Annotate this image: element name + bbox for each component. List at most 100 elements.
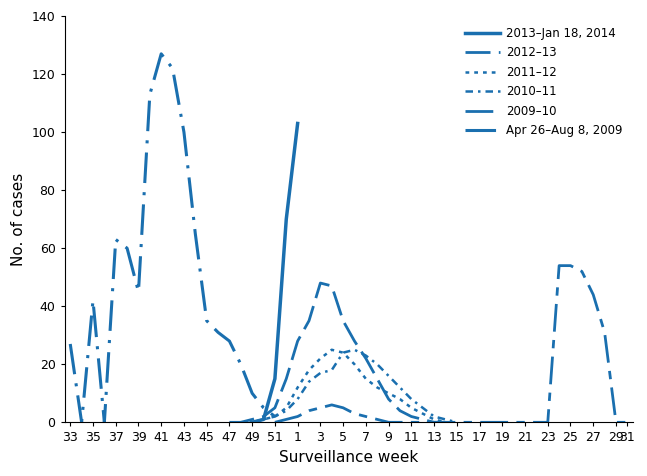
2010–11 bbox=[419, 405, 426, 411]
2009–10 bbox=[305, 408, 313, 414]
2009–10 bbox=[453, 419, 461, 425]
2010–11 bbox=[453, 419, 461, 425]
Apr 26–Aug 8, 2009 bbox=[237, 361, 245, 367]
2012–13 bbox=[226, 419, 234, 425]
2009–10 bbox=[612, 419, 620, 425]
2010–11 bbox=[396, 385, 404, 390]
2009–10 bbox=[294, 414, 302, 419]
Apr 26–Aug 8, 2009 bbox=[259, 405, 267, 411]
2012–13 bbox=[351, 338, 358, 344]
Apr 26–Aug 8, 2009 bbox=[192, 231, 199, 237]
2012–13 bbox=[248, 416, 256, 422]
2009–10 bbox=[373, 416, 381, 422]
2011–12 bbox=[282, 405, 290, 411]
2009–10 bbox=[555, 263, 563, 268]
2012–13 bbox=[259, 414, 267, 419]
Apr 26–Aug 8, 2009 bbox=[89, 298, 97, 303]
Apr 26–Aug 8, 2009 bbox=[123, 245, 131, 251]
2012–13 bbox=[373, 376, 381, 382]
2012–13 bbox=[396, 408, 404, 414]
2012–13 bbox=[430, 419, 438, 425]
2011–12 bbox=[316, 356, 324, 361]
Legend: 2013–Jan 18, 2014, 2012–13, 2011–12, 2010–11, 2009–10, Apr 26–Aug 8, 2009: 2013–Jan 18, 2014, 2012–13, 2011–12, 201… bbox=[460, 22, 627, 142]
2009–10 bbox=[476, 419, 483, 425]
2012–13 bbox=[294, 338, 302, 344]
Line: 2013–Jan 18, 2014: 2013–Jan 18, 2014 bbox=[252, 123, 298, 422]
2012–13 bbox=[339, 318, 347, 324]
2012–13 bbox=[441, 419, 449, 425]
2010–11 bbox=[259, 416, 267, 422]
2009–10 bbox=[589, 292, 597, 298]
Apr 26–Aug 8, 2009 bbox=[214, 329, 222, 335]
2009–10 bbox=[600, 329, 608, 335]
2012–13 bbox=[271, 405, 279, 411]
2010–11 bbox=[373, 361, 381, 367]
2012–13 bbox=[328, 283, 336, 289]
2009–10 bbox=[510, 419, 518, 425]
2009–10 bbox=[362, 414, 369, 419]
2010–11 bbox=[339, 350, 347, 356]
2010–11 bbox=[430, 414, 438, 419]
2009–10 bbox=[521, 419, 529, 425]
2012–13 bbox=[408, 414, 415, 419]
Line: 2012–13: 2012–13 bbox=[230, 283, 445, 422]
2010–11 bbox=[441, 416, 449, 422]
2010–11 bbox=[316, 370, 324, 376]
2012–13 bbox=[419, 416, 426, 422]
Apr 26–Aug 8, 2009 bbox=[248, 390, 256, 396]
2010–11 bbox=[248, 419, 256, 425]
2009–10 bbox=[316, 405, 324, 411]
Apr 26–Aug 8, 2009 bbox=[112, 237, 120, 242]
2012–13 bbox=[237, 419, 245, 425]
2009–10 bbox=[328, 402, 336, 408]
2011–12 bbox=[419, 411, 426, 416]
Y-axis label: No. of cases: No. of cases bbox=[11, 173, 26, 266]
2013–Jan 18, 2014 bbox=[282, 217, 290, 222]
Apr 26–Aug 8, 2009 bbox=[67, 341, 74, 347]
2010–11 bbox=[328, 367, 336, 373]
2010–11 bbox=[282, 408, 290, 414]
2009–10 bbox=[385, 419, 393, 425]
Apr 26–Aug 8, 2009 bbox=[180, 129, 188, 135]
2010–11 bbox=[271, 414, 279, 419]
2009–10 bbox=[419, 419, 426, 425]
2009–10 bbox=[396, 419, 404, 425]
2009–10 bbox=[430, 419, 438, 425]
2009–10 bbox=[578, 268, 586, 274]
2011–12 bbox=[259, 416, 267, 422]
2010–11 bbox=[294, 396, 302, 402]
2009–10 bbox=[567, 263, 575, 268]
Apr 26–Aug 8, 2009 bbox=[100, 419, 108, 425]
Line: Apr 26–Aug 8, 2009: Apr 26–Aug 8, 2009 bbox=[71, 54, 275, 422]
2009–10 bbox=[441, 419, 449, 425]
Apr 26–Aug 8, 2009 bbox=[135, 289, 142, 295]
2009–10 bbox=[487, 419, 495, 425]
2009–10 bbox=[282, 416, 290, 422]
Apr 26–Aug 8, 2009 bbox=[169, 66, 177, 71]
2011–12 bbox=[396, 396, 404, 402]
2013–Jan 18, 2014 bbox=[294, 120, 302, 126]
2011–12 bbox=[430, 416, 438, 422]
2010–11 bbox=[305, 379, 313, 385]
2012–13 bbox=[316, 280, 324, 286]
2011–12 bbox=[362, 376, 369, 382]
2011–12 bbox=[248, 419, 256, 425]
2011–12 bbox=[373, 385, 381, 390]
2009–10 bbox=[271, 419, 279, 425]
2011–12 bbox=[351, 361, 358, 367]
2011–12 bbox=[441, 419, 449, 425]
Apr 26–Aug 8, 2009 bbox=[78, 419, 85, 425]
2012–13 bbox=[305, 318, 313, 324]
Apr 26–Aug 8, 2009 bbox=[146, 91, 154, 97]
2012–13 bbox=[362, 356, 369, 361]
2009–10 bbox=[408, 419, 415, 425]
2011–12 bbox=[294, 385, 302, 390]
2009–10 bbox=[351, 411, 358, 416]
2010–11 bbox=[362, 353, 369, 358]
2013–Jan 18, 2014 bbox=[248, 419, 256, 425]
Apr 26–Aug 8, 2009 bbox=[226, 338, 234, 344]
2011–12 bbox=[237, 419, 245, 425]
Apr 26–Aug 8, 2009 bbox=[271, 414, 279, 419]
2009–10 bbox=[498, 419, 506, 425]
Line: 2011–12: 2011–12 bbox=[241, 350, 445, 422]
